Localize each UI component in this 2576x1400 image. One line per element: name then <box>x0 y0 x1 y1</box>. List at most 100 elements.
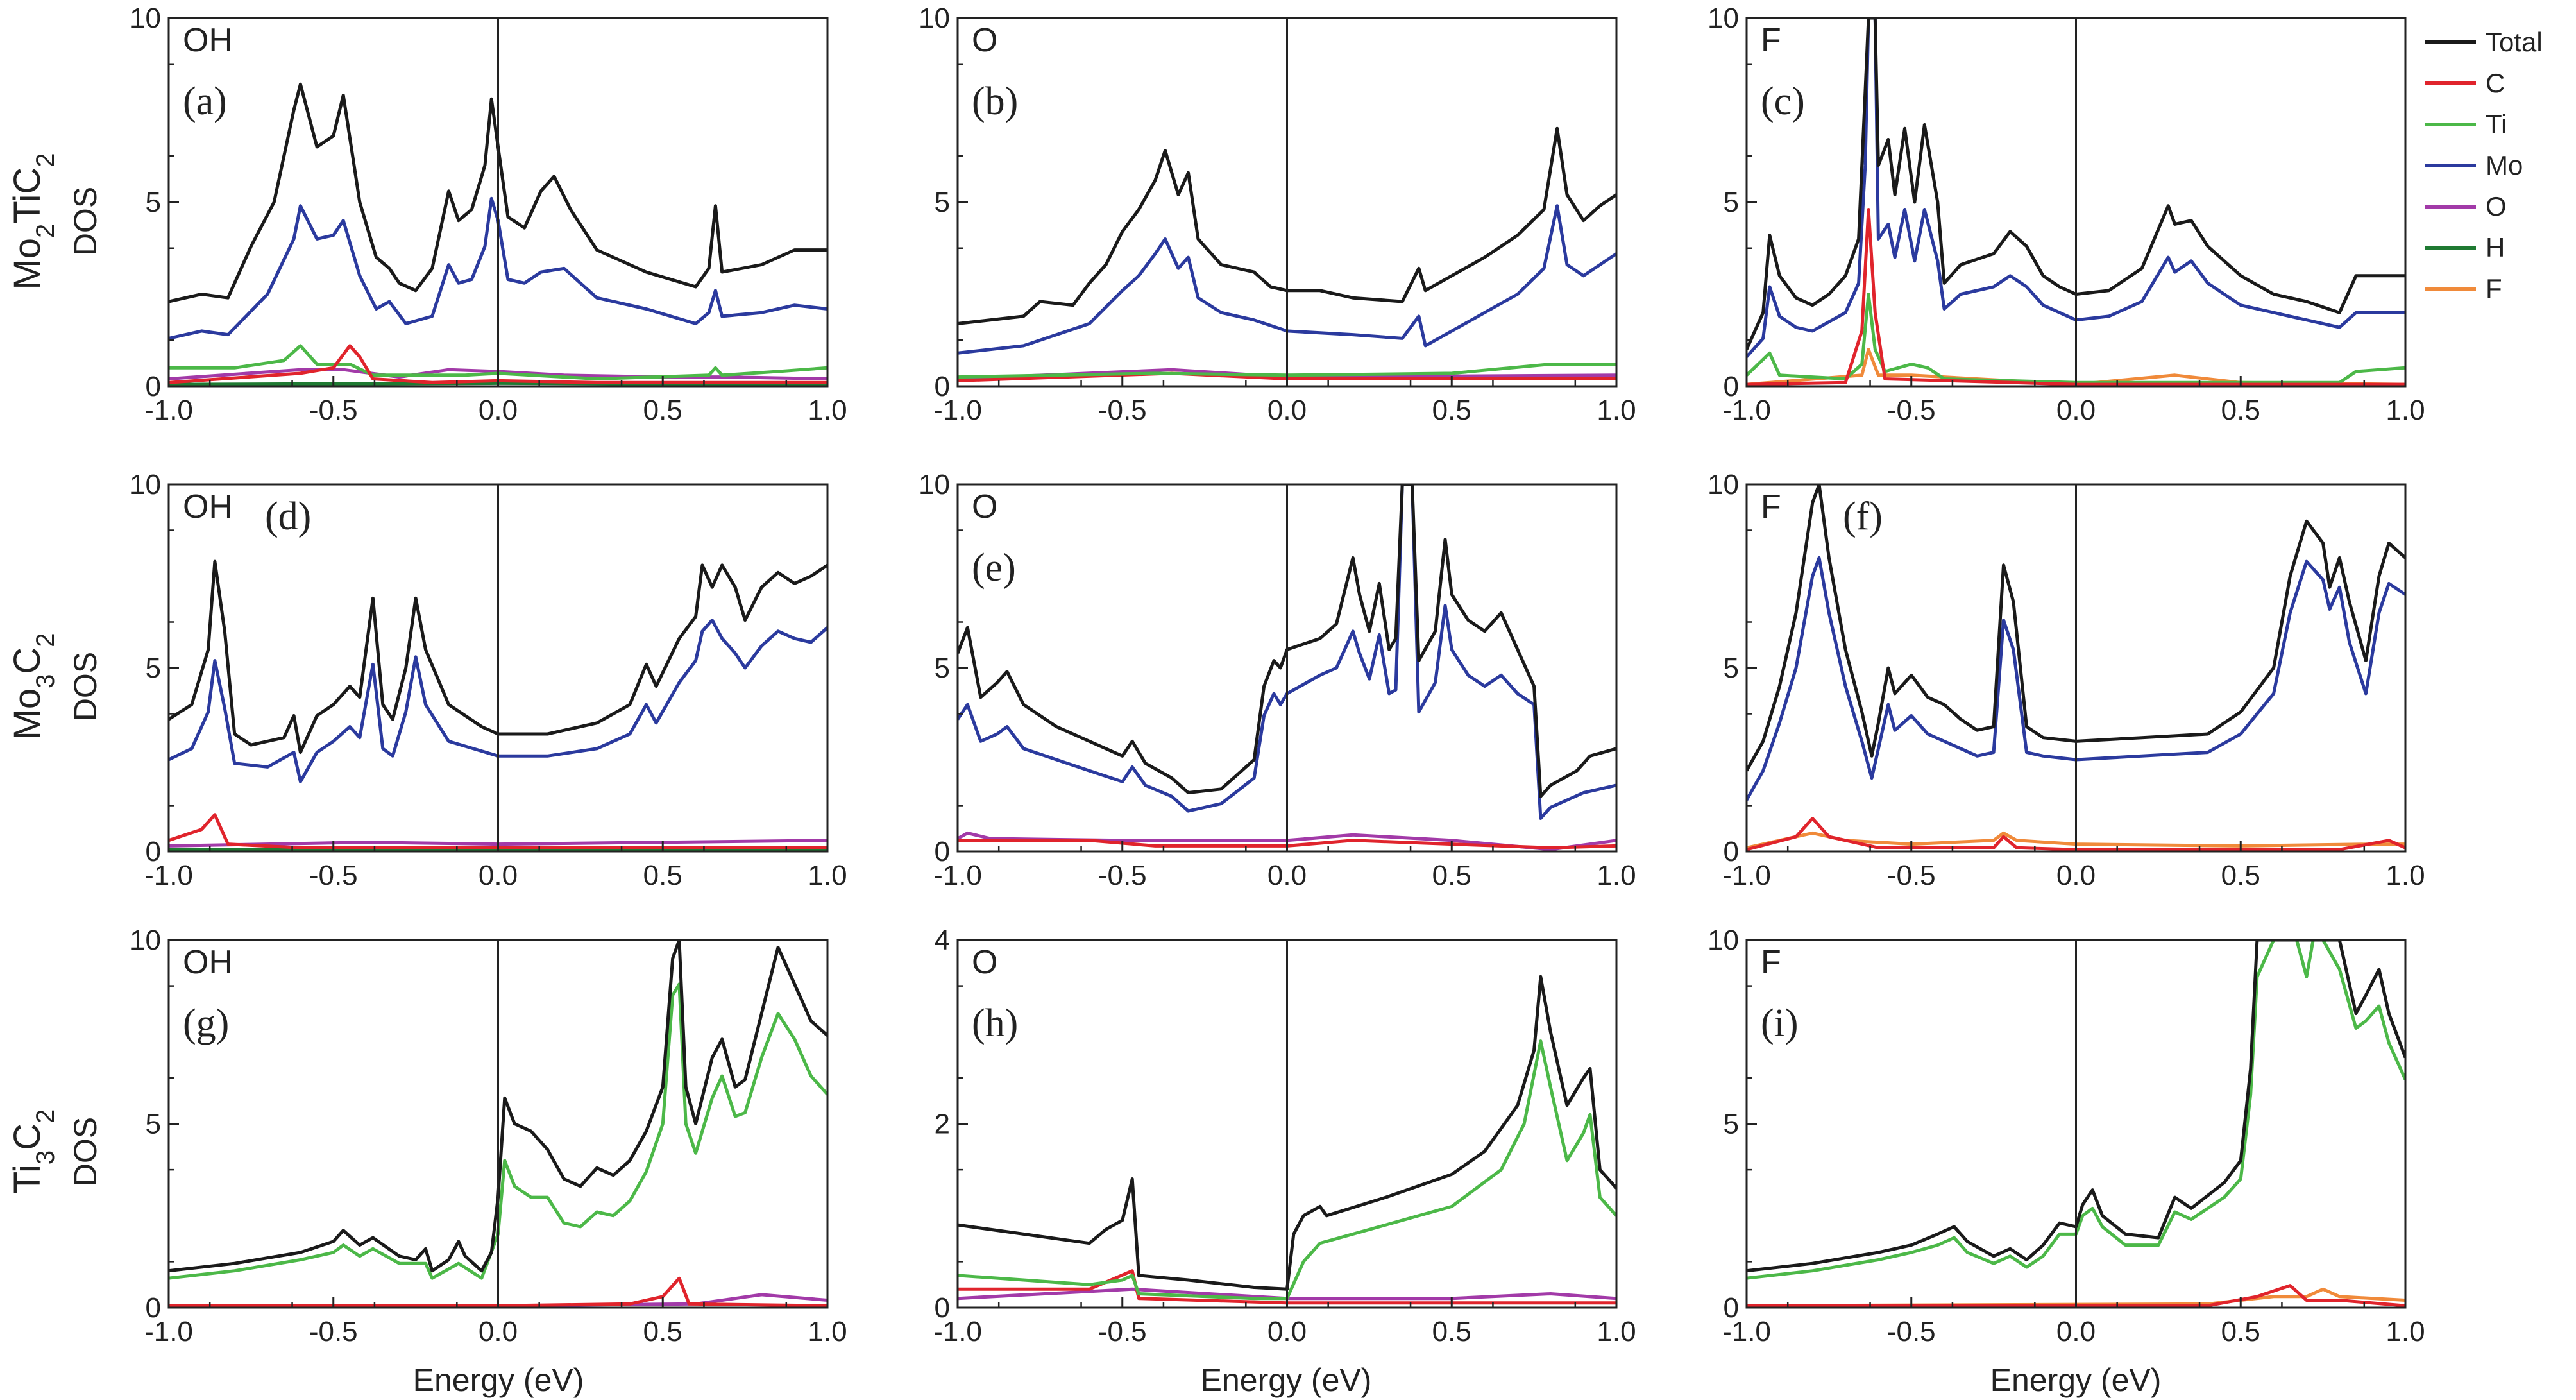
legend-item-ti: Ti <box>2425 109 2507 139</box>
x-tick-label: 0.0 <box>479 860 518 891</box>
legend-label: Ti <box>2486 109 2507 139</box>
panel-f: -1.0 -0.5 0.0 0.5 1.0 0 5 10 F (f) <box>1707 469 2425 891</box>
y-tick-label: 0 <box>1724 371 1739 402</box>
termination-label: O <box>972 944 997 981</box>
row-label-1: Mo2TiC2 <box>6 153 60 289</box>
termination-label: OH <box>183 488 233 525</box>
termination-label: OH <box>183 22 233 59</box>
series-total-line <box>958 484 1616 798</box>
panel-b: -1.0 -0.5 0.0 0.5 1.0 0 5 10 O (b) <box>919 3 1636 426</box>
x-tick-label: -0.5 <box>309 860 358 891</box>
series-total-line <box>169 559 827 755</box>
legend-item-mo: Mo <box>2425 150 2523 180</box>
x-tick-label: -0.5 <box>1887 395 1936 426</box>
x-tick-label: 0.0 <box>1267 1316 1307 1347</box>
series-total-line <box>1747 18 2405 350</box>
legend-item-total: Total <box>2425 27 2543 57</box>
series-c-line <box>1747 1284 2405 1308</box>
series-mo-line <box>958 484 1616 820</box>
series-c-line <box>1747 208 2405 386</box>
x-tick-label: 0.0 <box>479 395 518 426</box>
x-tick-label: 0.5 <box>2221 860 2260 891</box>
panel-d: -1.0 -0.5 0.0 0.5 1.0 0 5 10 OH (d) <box>130 469 847 891</box>
y-tick-label: 10 <box>919 469 950 500</box>
x-tick-label: 1.0 <box>808 860 847 891</box>
panels: -1.0 -0.5 0.0 0.5 1.0 0 5 10 OH (a) -1.0 -0.5 0.0 0.5… <box>130 3 2425 1347</box>
legend-label: O <box>2486 191 2507 221</box>
x-tick-label: 0.0 <box>1267 395 1307 426</box>
legend-item-h: H <box>2425 232 2505 262</box>
x-tick-label: 0.5 <box>643 860 682 891</box>
panel-c: -1.0 -0.5 0.0 0.5 1.0 0 5 10 F (c) <box>1707 3 2425 426</box>
x-tick-label: -0.5 <box>1098 860 1147 891</box>
y-tick-label: 5 <box>1724 187 1739 218</box>
x-tick-label: 0.5 <box>643 395 682 426</box>
legend-label: Mo <box>2486 150 2523 180</box>
y-tick-label: 5 <box>935 187 950 218</box>
y-axis-label-row2: DOS <box>67 652 103 721</box>
row-label-3: Ti3C2 <box>6 1109 60 1195</box>
series-total-line <box>958 975 1616 1291</box>
panel-letter-label: (h) <box>972 1002 1018 1045</box>
x-tick-label: -0.5 <box>309 395 358 426</box>
y-tick-label: 0 <box>146 371 161 402</box>
y-tick-label: 10 <box>130 925 161 956</box>
y-tick-label: 10 <box>130 469 161 500</box>
legend-label: C <box>2486 68 2505 98</box>
x-axis-label-col3: Energy (eV) <box>1990 1362 2162 1398</box>
series-ti-line <box>1747 940 2405 1280</box>
panel-letter-label: (d) <box>265 495 311 538</box>
series-f-line <box>1747 348 2405 386</box>
x-tick-label: 0.0 <box>2056 395 2096 426</box>
y-tick-label: 10 <box>1707 3 1739 34</box>
legend: Total C Ti Mo OHF <box>2425 27 2543 303</box>
panel-letter-label: (a) <box>183 80 227 123</box>
panel-h: -1.0 -0.5 0.0 0.5 1.0 0 2 4O (h) <box>933 925 1636 1347</box>
termination-label: O <box>972 22 997 59</box>
panel-letter-label: (e) <box>972 546 1016 590</box>
legend-label: H <box>2486 232 2505 262</box>
panel-a: -1.0 -0.5 0.0 0.5 1.0 0 5 10 OH (a) <box>130 3 847 426</box>
svg-text:Mo3C2: Mo3C2 <box>6 633 60 740</box>
legend-item-f: F <box>2425 273 2502 303</box>
x-tick-label: 0.5 <box>2221 395 2260 426</box>
y-axis-label-row1: DOS <box>67 187 103 256</box>
series-total-line <box>169 940 827 1273</box>
y-tick-label: 5 <box>146 187 161 218</box>
series-total-line <box>169 82 827 303</box>
y-tick-label: 0 <box>1724 836 1739 867</box>
legend-item-c: C <box>2425 68 2505 98</box>
x-tick-label: -0.5 <box>1098 395 1147 426</box>
termination-label: F <box>1761 944 1781 981</box>
x-tick-label: 1.0 <box>1597 860 1636 891</box>
series-f-line <box>1747 1287 2405 1308</box>
y-tick-label: 5 <box>146 653 161 684</box>
x-tick-label: 1.0 <box>1597 1316 1636 1347</box>
x-tick-label: -1.0 <box>933 860 982 891</box>
legend-label: Total <box>2486 27 2543 57</box>
termination-label: F <box>1761 488 1781 525</box>
y-tick-label: 4 <box>935 925 950 956</box>
panel-e: -1.0 -0.5 0.0 0.5 1.0 0 5 10 O (e) <box>919 469 1636 891</box>
y-tick-label: 10 <box>919 3 950 34</box>
y-tick-label: 5 <box>935 653 950 684</box>
y-tick-label: 2 <box>935 1109 950 1140</box>
y-tick-label: 10 <box>1707 925 1739 956</box>
series-total-line <box>1747 484 2405 772</box>
x-tick-label: -1.0 <box>144 860 193 891</box>
x-tick-label: -0.5 <box>1887 1316 1936 1347</box>
x-tick-label: 0.5 <box>1432 1316 1471 1347</box>
y-tick-label: 0 <box>146 1292 161 1324</box>
y-tick-label: 0 <box>146 836 161 867</box>
x-axis-label-col2: Energy (eV) <box>1201 1362 1372 1398</box>
x-tick-label: 0.5 <box>1432 860 1471 891</box>
y-tick-label: 0 <box>1724 1292 1739 1324</box>
y-tick-label: 10 <box>1707 469 1739 500</box>
series-ti-line <box>169 982 827 1280</box>
series-total-line <box>958 126 1616 325</box>
x-tick-label: 1.0 <box>808 395 847 426</box>
x-tick-label: 0.0 <box>2056 860 2096 891</box>
termination-label: OH <box>183 944 233 981</box>
termination-label: O <box>972 488 997 525</box>
